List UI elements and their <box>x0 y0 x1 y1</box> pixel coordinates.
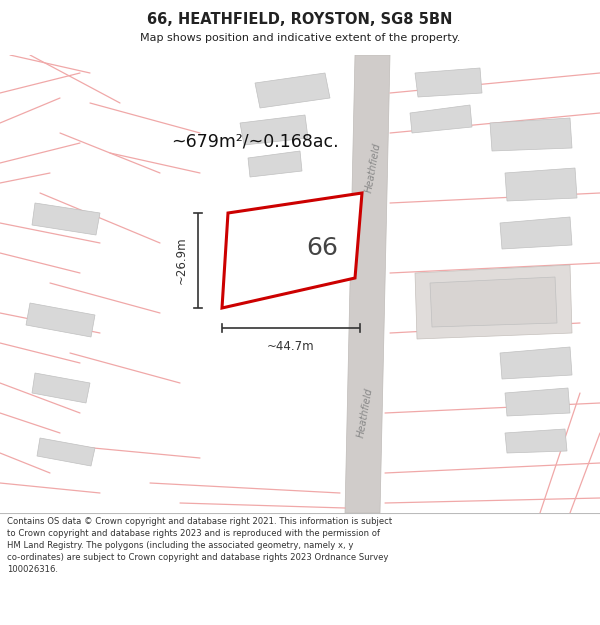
Polygon shape <box>415 265 572 339</box>
Polygon shape <box>37 438 95 466</box>
Polygon shape <box>248 151 302 177</box>
Polygon shape <box>410 105 472 133</box>
Text: ~26.9m: ~26.9m <box>175 237 188 284</box>
Polygon shape <box>32 373 90 403</box>
Polygon shape <box>26 303 95 337</box>
Text: Heathfield: Heathfield <box>364 142 382 194</box>
Text: Contains OS data © Crown copyright and database right 2021. This information is : Contains OS data © Crown copyright and d… <box>7 518 392 574</box>
Polygon shape <box>505 388 570 416</box>
Polygon shape <box>415 68 482 97</box>
Text: ~679m²/~0.168ac.: ~679m²/~0.168ac. <box>171 132 339 150</box>
Polygon shape <box>505 429 567 453</box>
Polygon shape <box>490 118 572 151</box>
Polygon shape <box>222 193 362 308</box>
Polygon shape <box>430 277 557 327</box>
Polygon shape <box>32 203 100 235</box>
Polygon shape <box>500 347 572 379</box>
Polygon shape <box>500 217 572 249</box>
Polygon shape <box>255 73 330 108</box>
Text: ~44.7m: ~44.7m <box>267 340 315 353</box>
Text: 66: 66 <box>306 236 338 260</box>
Text: Map shows position and indicative extent of the property.: Map shows position and indicative extent… <box>140 33 460 43</box>
Polygon shape <box>505 168 577 201</box>
Polygon shape <box>345 55 390 513</box>
Text: Heathfield: Heathfield <box>356 388 374 439</box>
Text: 66, HEATHFIELD, ROYSTON, SG8 5BN: 66, HEATHFIELD, ROYSTON, SG8 5BN <box>148 12 452 27</box>
Polygon shape <box>240 115 308 145</box>
